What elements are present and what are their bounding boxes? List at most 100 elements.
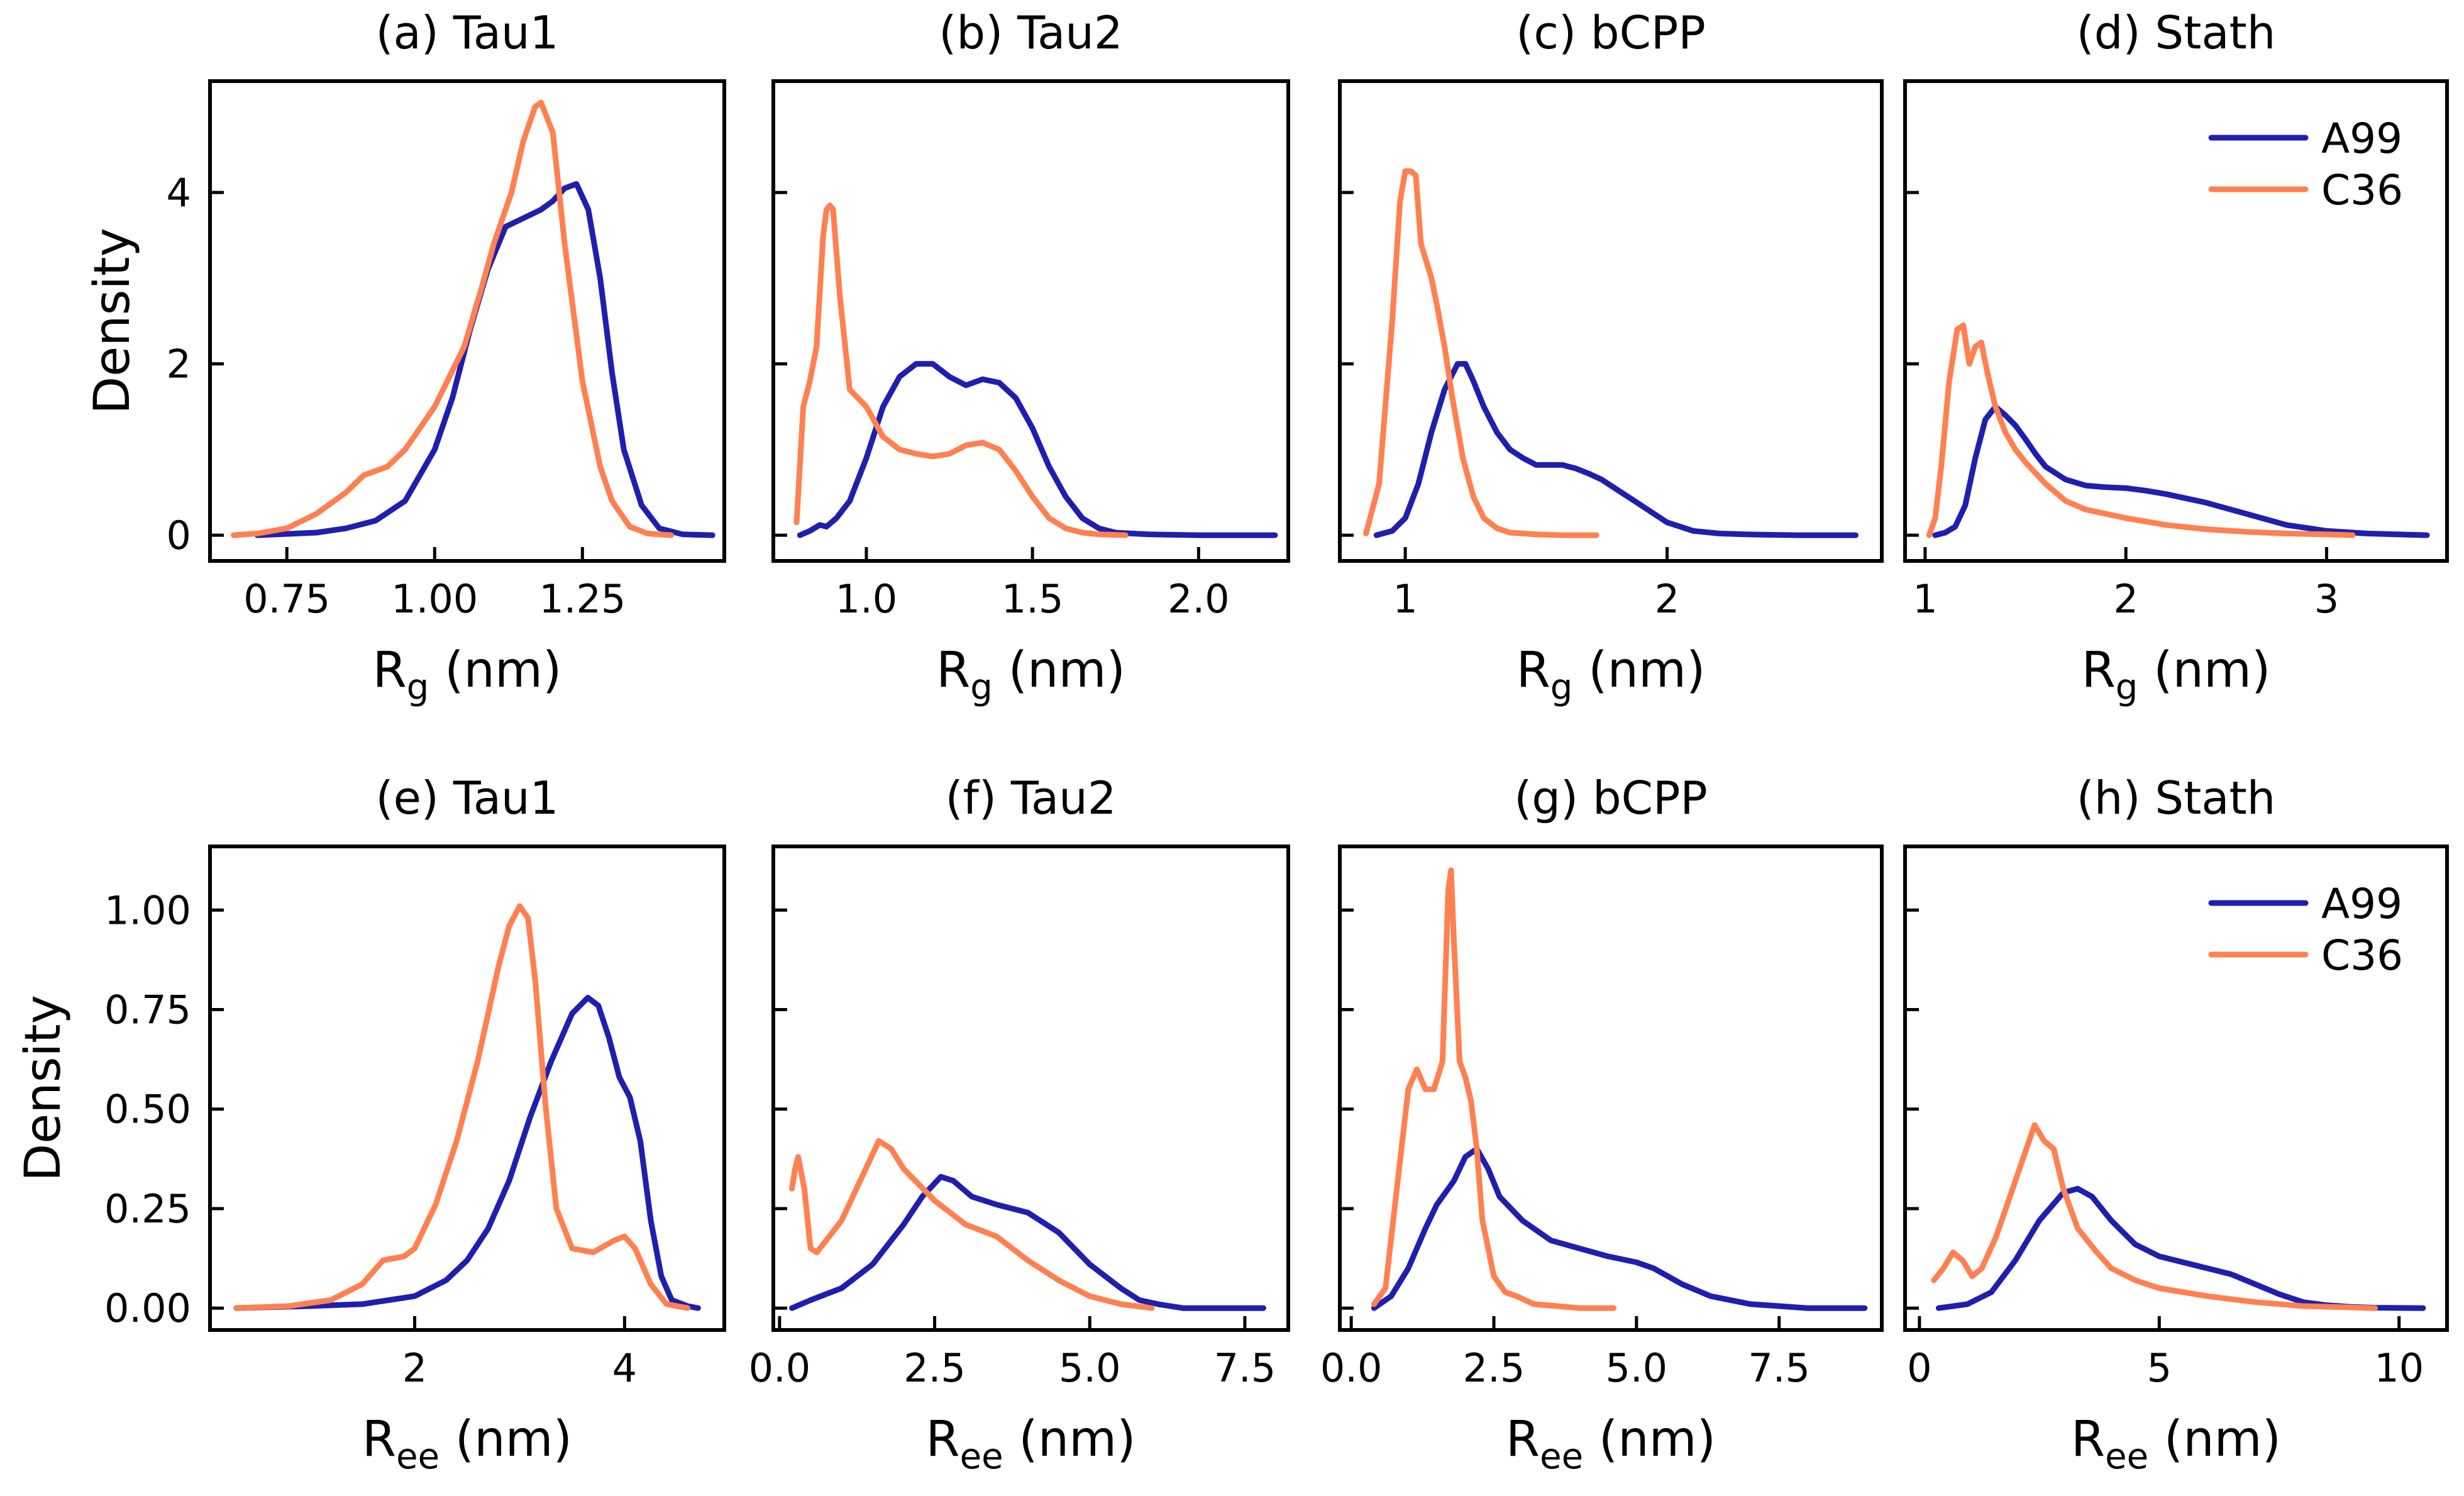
axes-frame bbox=[771, 845, 1290, 1332]
panel-title: (e) Tau1 bbox=[376, 772, 559, 824]
x-axis-label-sub: g bbox=[1550, 667, 1573, 708]
series-line-a99 bbox=[789, 1173, 1266, 1311]
y-tick-label: 0.25 bbox=[104, 1186, 191, 1232]
panel-title: (a) Tau1 bbox=[376, 6, 559, 59]
x-tick-label: 2 bbox=[1655, 576, 1679, 622]
series-line-c36 bbox=[1371, 867, 1616, 1311]
x-tick-label: 5.0 bbox=[1059, 1345, 1121, 1391]
panel-title: (g) bCPP bbox=[1514, 772, 1708, 824]
x-tick-label: 2.0 bbox=[1168, 576, 1230, 622]
series-line-c36 bbox=[233, 903, 691, 1311]
x-axis-label-sub: g bbox=[970, 667, 993, 708]
x-axis-label: Rg (nm) bbox=[373, 642, 562, 708]
x-tick-label: 7.5 bbox=[1748, 1345, 1810, 1391]
legend-label-a99: A99 bbox=[2321, 114, 2402, 163]
y-tick-label: 4 bbox=[167, 170, 191, 216]
series-line-a99 bbox=[797, 361, 1278, 538]
legend-label-a99: A99 bbox=[2321, 880, 2402, 928]
x-axis-label-sub: ee bbox=[396, 1436, 439, 1477]
x-tick-label: 1 bbox=[1393, 576, 1417, 622]
x-tick-label: 3 bbox=[2314, 576, 2339, 622]
x-axis-label-sub: ee bbox=[1540, 1436, 1583, 1477]
axes-frame bbox=[1338, 845, 1884, 1332]
x-axis-label: Rg (nm) bbox=[2082, 642, 2271, 708]
x-axis-label-main: R bbox=[925, 1411, 959, 1468]
x-axis-label: Rg (nm) bbox=[936, 642, 1125, 708]
panel-title: (c) bCPP bbox=[1516, 6, 1705, 59]
x-axis-label-main: R bbox=[936, 642, 970, 699]
x-axis-label-main: R bbox=[373, 642, 407, 699]
series-line-c36 bbox=[793, 202, 1129, 538]
x-axis-label: Ree (nm) bbox=[2071, 1411, 2281, 1477]
x-axis-label-unit: (nm) bbox=[993, 642, 1125, 699]
panel-2: (b) Tau2 1.0 1.5 2.0 Rg (nm) bbox=[771, 6, 1290, 708]
series-line-a99 bbox=[254, 181, 715, 538]
panel-6: (f) Tau2 0.0 2.5 5.0 7.5 Ree (nm) bbox=[749, 772, 1290, 1477]
x-axis-label-unit: (nm) bbox=[1572, 642, 1705, 699]
x-axis-label-main: R bbox=[362, 1411, 396, 1468]
panel-title: (h) Stath bbox=[2077, 772, 2276, 824]
x-axis-label-sub: ee bbox=[2105, 1436, 2148, 1477]
series-line-c36 bbox=[1363, 168, 1599, 538]
x-axis-label-unit: (nm) bbox=[2148, 1411, 2281, 1468]
panel-title: (f) Tau2 bbox=[945, 772, 1116, 824]
series-line-a99 bbox=[1373, 361, 1859, 538]
x-axis-label-unit: (nm) bbox=[1583, 1411, 1716, 1468]
axes-frame bbox=[771, 79, 1290, 563]
x-axis-label-unit: (nm) bbox=[1003, 1411, 1136, 1468]
x-axis-label: Ree (nm) bbox=[362, 1411, 572, 1477]
y-axis-label: Density bbox=[15, 995, 72, 1182]
x-tick-label: 4 bbox=[612, 1345, 637, 1391]
x-tick-label: 0.0 bbox=[749, 1345, 811, 1391]
y-tick-label: 0 bbox=[167, 513, 191, 558]
x-axis-label-sub: g bbox=[2116, 667, 2138, 708]
x-tick-label: 2 bbox=[2113, 576, 2138, 622]
axes-frame bbox=[1903, 79, 2449, 563]
axes-frame bbox=[208, 79, 726, 563]
x-tick-label: 2.5 bbox=[903, 1345, 966, 1391]
panels: (a) Tau1 0.75 1.00 1.25 0 2 4 Rg (nm) Density (b)… bbox=[15, 6, 2449, 1477]
x-axis-label-unit: (nm) bbox=[429, 642, 561, 699]
panel-title: (d) Stath bbox=[2077, 6, 2276, 59]
y-tick-label: 0.50 bbox=[104, 1087, 191, 1133]
series-line-c36 bbox=[231, 99, 674, 538]
y-tick-label: 1.00 bbox=[104, 887, 191, 933]
axes-frame bbox=[1338, 79, 1884, 563]
legend-label-c36: C36 bbox=[2321, 931, 2403, 980]
series-line-c36 bbox=[789, 1138, 1155, 1311]
panel-1: (a) Tau1 0.75 1.00 1.25 0 2 4 Rg (nm) Density bbox=[84, 6, 726, 708]
x-axis-label-main: R bbox=[1517, 642, 1550, 699]
panel-5: (e) Tau1 2 4 0.00 0.25 0.50 0.75 1.00 Ree (nm) De… bbox=[15, 772, 726, 1477]
x-tick-label: 0.75 bbox=[243, 576, 330, 622]
panel-3: (c) bCPP 1 2 Rg (nm) bbox=[1338, 6, 1884, 708]
axes-frame bbox=[1903, 845, 2449, 1332]
x-tick-label: 1.25 bbox=[539, 576, 626, 622]
series-line-a99 bbox=[1371, 1146, 1868, 1311]
panel-title: (b) Tau2 bbox=[939, 6, 1122, 59]
series-line-a99 bbox=[233, 995, 701, 1311]
x-tick-label: 1.00 bbox=[391, 576, 478, 622]
legend-label-c36: C36 bbox=[2321, 166, 2403, 214]
y-tick-label: 2 bbox=[167, 341, 191, 387]
x-axis-label: Rg (nm) bbox=[1517, 642, 1706, 708]
x-tick-label: 1.5 bbox=[1002, 576, 1064, 622]
y-tick-label: 0.75 bbox=[104, 987, 191, 1033]
x-tick-label: 7.5 bbox=[1214, 1345, 1276, 1391]
x-tick-label: 1 bbox=[1913, 576, 1937, 622]
x-axis-label-sub: g bbox=[407, 667, 429, 708]
x-axis-label-sub: ee bbox=[960, 1436, 1003, 1477]
series-line-c36 bbox=[1931, 1122, 2378, 1311]
axes-frame bbox=[208, 845, 726, 1332]
x-tick-label: 1.0 bbox=[836, 576, 898, 622]
x-axis-label: Ree (nm) bbox=[1506, 1411, 1716, 1477]
x-tick-label: 5 bbox=[2147, 1345, 2172, 1391]
x-tick-label: 2 bbox=[402, 1345, 427, 1391]
x-tick-label: 0.0 bbox=[1320, 1345, 1383, 1391]
x-tick-label: 5.0 bbox=[1606, 1345, 1668, 1391]
y-axis-label: Density bbox=[84, 228, 141, 414]
x-tick-label: 2.5 bbox=[1463, 1345, 1525, 1391]
series-line-c36 bbox=[1926, 322, 2356, 538]
x-axis-label-main: R bbox=[2071, 1411, 2105, 1468]
